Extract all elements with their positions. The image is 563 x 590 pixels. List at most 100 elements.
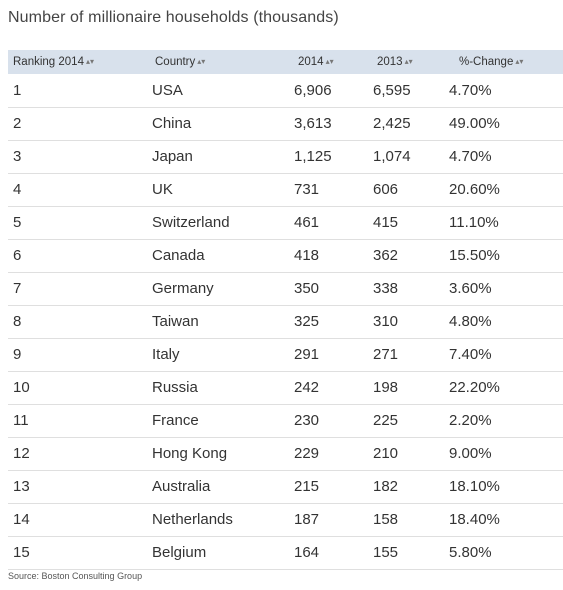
table-row: 8 Taiwan 325 310 4.80% [8,305,563,339]
cell-percent-change: 11.10% [449,206,563,240]
cell-country: Netherlands [143,503,292,537]
cell-2013: 210 [371,437,449,471]
cell-country: France [143,404,292,438]
cell-ranking: 4 [8,173,143,207]
cell-country: Canada [143,239,292,273]
table-row: 7 Germany 350 338 3.60% [8,272,563,306]
cell-country: Germany [143,272,292,306]
cell-ranking: 5 [8,206,143,240]
column-header-country[interactable]: Country ▴▾ [143,50,292,74]
cell-percent-change: 4.80% [449,305,563,339]
cell-2014: 230 [292,404,371,438]
cell-2013: 6,595 [371,74,449,108]
cell-2014: 418 [292,239,371,273]
cell-2013: 182 [371,470,449,504]
cell-ranking: 1 [8,74,143,108]
column-header-percent-change[interactable]: %-Change ▴▾ [449,50,563,74]
cell-country: USA [143,74,292,108]
cell-country: Australia [143,470,292,504]
cell-ranking: 6 [8,239,143,273]
cell-2014: 242 [292,371,371,405]
table-row: 1 USA 6,906 6,595 4.70% [8,74,563,108]
cell-2014: 291 [292,338,371,372]
cell-percent-change: 4.70% [449,74,563,108]
cell-ranking: 12 [8,437,143,471]
table-row: 11 France 230 225 2.20% [8,404,563,438]
table-row: 14 Netherlands 187 158 18.40% [8,503,563,537]
cell-percent-change: 4.70% [449,140,563,174]
cell-2013: 338 [371,272,449,306]
cell-2014: 461 [292,206,371,240]
cell-ranking: 7 [8,272,143,306]
cell-2013: 415 [371,206,449,240]
cell-2013: 310 [371,305,449,339]
cell-2014: 1,125 [292,140,371,174]
cell-country: Russia [143,371,292,405]
cell-2013: 362 [371,239,449,273]
table-row: 6 Canada 418 362 15.50% [8,239,563,273]
cell-2013: 155 [371,536,449,570]
table-row: 2 China 3,613 2,425 49.00% [8,107,563,141]
cell-country: UK [143,173,292,207]
cell-2013: 606 [371,173,449,207]
table-row: 10 Russia 242 198 22.20% [8,371,563,405]
cell-2013: 271 [371,338,449,372]
cell-2013: 225 [371,404,449,438]
column-header-label: Ranking 2014 [13,56,84,68]
cell-2013: 198 [371,371,449,405]
source-note: Source: Boston Consulting Group [8,571,143,581]
cell-2014: 229 [292,437,371,471]
cell-percent-change: 18.10% [449,470,563,504]
cell-percent-change: 7.40% [449,338,563,372]
cell-2013: 158 [371,503,449,537]
cell-country: Hong Kong [143,437,292,471]
table-row: 4 UK 731 606 20.60% [8,173,563,207]
cell-country: Japan [143,140,292,174]
cell-percent-change: 15.50% [449,239,563,273]
cell-ranking: 11 [8,404,143,438]
column-header-label: 2014 [298,56,324,68]
cell-2014: 164 [292,536,371,570]
cell-country: Italy [143,338,292,372]
sort-arrows-icon: ▴▾ [85,57,95,66]
cell-country: Belgium [143,536,292,570]
cell-percent-change: 5.80% [449,536,563,570]
column-header-ranking-2014[interactable]: Ranking 2014 ▴▾ [8,50,143,74]
cell-2014: 731 [292,173,371,207]
cell-percent-change: 9.00% [449,437,563,471]
cell-percent-change: 20.60% [449,173,563,207]
cell-ranking: 10 [8,371,143,405]
cell-percent-change: 2.20% [449,404,563,438]
cell-ranking: 14 [8,503,143,537]
cell-ranking: 2 [8,107,143,141]
millionaire-households-table: Ranking 2014 ▴▾ Country ▴▾ 2014 ▴▾ 2013 ▴▾ %… [8,50,563,570]
cell-percent-change: 18.40% [449,503,563,537]
cell-ranking: 9 [8,338,143,372]
table-row: 9 Italy 291 271 7.40% [8,338,563,372]
cell-country: China [143,107,292,141]
cell-country: Switzerland [143,206,292,240]
column-header-2014[interactable]: 2014 ▴▾ [292,50,371,74]
cell-percent-change: 49.00% [449,107,563,141]
cell-2013: 2,425 [371,107,449,141]
cell-2014: 187 [292,503,371,537]
cell-2013: 1,074 [371,140,449,174]
column-header-label: %-Change [459,56,514,68]
cell-2014: 350 [292,272,371,306]
cell-2014: 325 [292,305,371,339]
column-header-label: Country [155,56,196,68]
sort-arrows-icon: ▴▾ [515,57,524,66]
page-title: Number of millionaire households (thousa… [8,9,339,26]
table-header-row: Ranking 2014 ▴▾ Country ▴▾ 2014 ▴▾ 2013 ▴▾ %… [8,50,563,74]
table-row: 5 Switzerland 461 415 11.10% [8,206,563,240]
column-header-2013[interactable]: 2013 ▴▾ [371,50,449,74]
cell-2014: 215 [292,470,371,504]
table-row: 3 Japan 1,125 1,074 4.70% [8,140,563,174]
table-row: 13 Australia 215 182 18.10% [8,470,563,504]
cell-2014: 6,906 [292,74,371,108]
column-header-label: 2013 [377,56,403,68]
table-row: 12 Hong Kong 229 210 9.00% [8,437,563,471]
cell-country: Taiwan [143,305,292,339]
cell-ranking: 13 [8,470,143,504]
cell-percent-change: 22.20% [449,371,563,405]
